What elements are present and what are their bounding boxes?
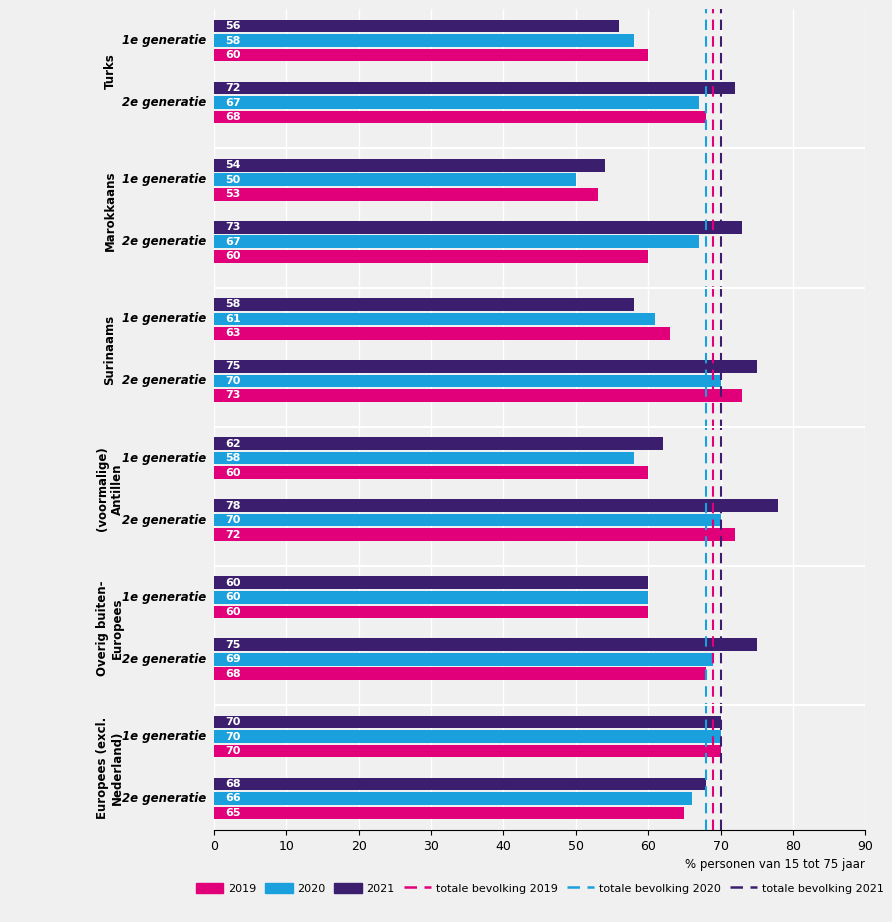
Bar bbox=[214, 235, 698, 248]
Bar bbox=[214, 638, 756, 651]
Text: 73: 73 bbox=[225, 222, 240, 232]
Text: 78: 78 bbox=[225, 501, 241, 511]
Text: 67: 67 bbox=[225, 98, 241, 108]
Text: 61: 61 bbox=[225, 314, 241, 324]
Text: (voormalige)
Antillen: (voormalige) Antillen bbox=[96, 447, 124, 531]
Bar bbox=[214, 528, 735, 541]
Text: 2e generatie: 2e generatie bbox=[122, 514, 206, 526]
Bar bbox=[214, 777, 706, 790]
Text: 56: 56 bbox=[225, 21, 241, 31]
Bar bbox=[214, 606, 648, 618]
Bar bbox=[214, 250, 648, 263]
Text: 70: 70 bbox=[225, 731, 240, 741]
Text: 60: 60 bbox=[225, 592, 241, 602]
Bar bbox=[214, 159, 605, 171]
Text: 58: 58 bbox=[225, 300, 240, 310]
Text: Surinaams: Surinaams bbox=[103, 314, 116, 385]
Bar bbox=[214, 313, 656, 325]
Text: 1e generatie: 1e generatie bbox=[122, 730, 206, 743]
Bar bbox=[214, 221, 742, 233]
Text: 58: 58 bbox=[225, 453, 240, 463]
Bar bbox=[214, 389, 742, 402]
Text: 69: 69 bbox=[225, 655, 241, 664]
Bar bbox=[214, 745, 721, 757]
Text: 2e generatie: 2e generatie bbox=[122, 792, 206, 805]
Text: 60: 60 bbox=[225, 578, 241, 588]
Bar bbox=[214, 452, 633, 465]
Text: 60: 60 bbox=[225, 607, 241, 617]
Text: 2e generatie: 2e generatie bbox=[122, 235, 206, 248]
Bar bbox=[214, 360, 756, 372]
Legend: 2019, 2020, 2021, totale bevolking 2019, totale bevolking 2020, totale bevolking: 2019, 2020, 2021, totale bevolking 2019,… bbox=[191, 879, 888, 898]
Text: 73: 73 bbox=[225, 390, 240, 400]
Text: 1e generatie: 1e generatie bbox=[122, 173, 206, 186]
Bar bbox=[214, 591, 648, 604]
Text: 72: 72 bbox=[225, 83, 241, 93]
Text: Europees (excl.
Nederland): Europees (excl. Nederland) bbox=[96, 716, 124, 819]
Text: 1e generatie: 1e generatie bbox=[122, 591, 206, 604]
Text: 60: 60 bbox=[225, 467, 241, 478]
Text: 75: 75 bbox=[225, 640, 240, 650]
Text: 58: 58 bbox=[225, 36, 240, 45]
Bar bbox=[214, 327, 670, 340]
Text: 68: 68 bbox=[225, 112, 241, 122]
Text: 1e generatie: 1e generatie bbox=[122, 452, 206, 465]
Text: 1e generatie: 1e generatie bbox=[122, 34, 206, 47]
Bar bbox=[214, 715, 721, 728]
Text: Marokkaans: Marokkaans bbox=[103, 171, 116, 251]
Bar bbox=[214, 173, 576, 186]
X-axis label: % personen van 15 tot 75 jaar: % personen van 15 tot 75 jaar bbox=[685, 858, 865, 871]
Bar bbox=[214, 188, 598, 201]
Text: 72: 72 bbox=[225, 529, 241, 539]
Text: 70: 70 bbox=[225, 746, 240, 756]
Text: 65: 65 bbox=[225, 808, 241, 818]
Text: 70: 70 bbox=[225, 717, 240, 727]
Bar bbox=[214, 499, 779, 512]
Text: 70: 70 bbox=[225, 515, 240, 525]
Text: Overig buiten-
Europees: Overig buiten- Europees bbox=[96, 581, 124, 676]
Text: 50: 50 bbox=[225, 175, 240, 184]
Bar bbox=[214, 576, 648, 589]
Text: 60: 60 bbox=[225, 251, 241, 261]
Bar bbox=[214, 298, 633, 311]
Text: 68: 68 bbox=[225, 779, 241, 789]
Bar bbox=[214, 19, 619, 32]
Bar bbox=[214, 807, 684, 820]
Bar bbox=[214, 49, 648, 62]
Text: 2e generatie: 2e generatie bbox=[122, 96, 206, 109]
Text: 60: 60 bbox=[225, 50, 241, 60]
Bar bbox=[214, 653, 714, 666]
Bar bbox=[214, 34, 633, 47]
Bar bbox=[214, 467, 648, 479]
Text: Turks: Turks bbox=[103, 53, 116, 89]
Text: 1e generatie: 1e generatie bbox=[122, 313, 206, 325]
Text: 2e generatie: 2e generatie bbox=[122, 653, 206, 666]
Bar bbox=[214, 792, 691, 805]
Text: 66: 66 bbox=[225, 794, 241, 803]
Text: 68: 68 bbox=[225, 668, 241, 679]
Text: 62: 62 bbox=[225, 439, 241, 449]
Bar bbox=[214, 82, 735, 94]
Bar bbox=[214, 668, 706, 680]
Text: 75: 75 bbox=[225, 361, 240, 372]
Bar bbox=[214, 514, 721, 526]
Bar bbox=[214, 730, 721, 743]
Text: 70: 70 bbox=[225, 376, 240, 386]
Bar bbox=[214, 96, 698, 109]
Bar bbox=[214, 111, 706, 124]
Bar bbox=[214, 437, 663, 450]
Bar bbox=[214, 374, 721, 387]
Text: 63: 63 bbox=[225, 328, 241, 338]
Text: 67: 67 bbox=[225, 237, 241, 247]
Text: 54: 54 bbox=[225, 160, 241, 171]
Text: 53: 53 bbox=[225, 189, 240, 199]
Text: 2e generatie: 2e generatie bbox=[122, 374, 206, 387]
